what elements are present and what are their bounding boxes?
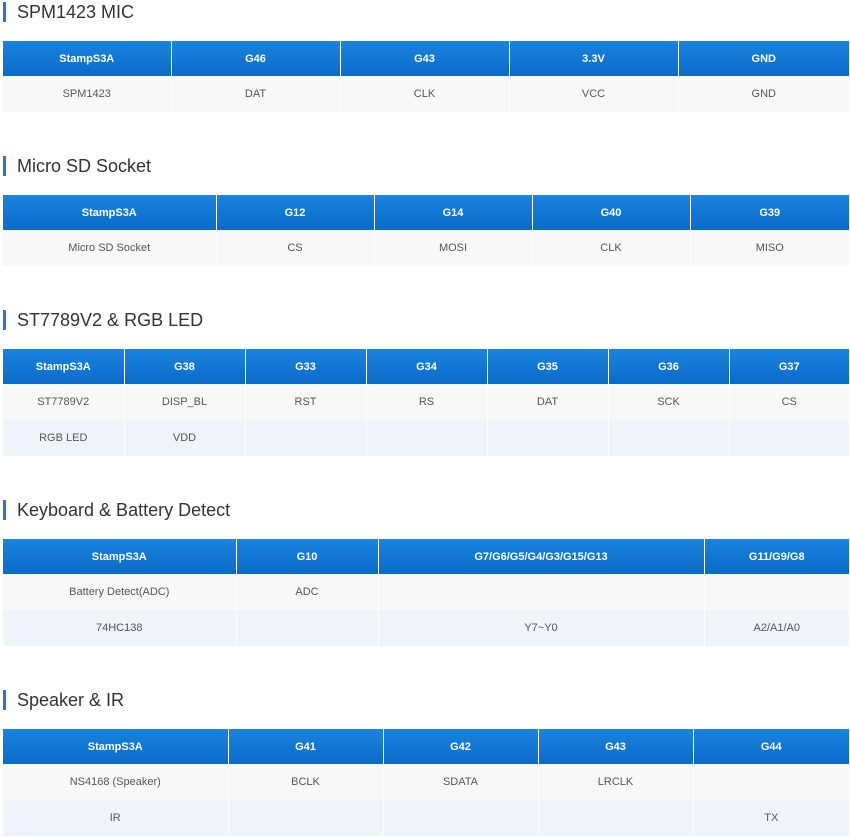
- table-header-cell: G43: [537, 729, 693, 764]
- table-cell: [382, 800, 538, 836]
- table-header-cell: StampS3A: [3, 539, 236, 574]
- table-cell: RST: [244, 384, 366, 420]
- table-row: 74HC138 Y7~Y0 A2/A1/A0: [3, 610, 849, 646]
- table-row: IR TX: [3, 800, 849, 836]
- table-header-cell: G7/G6/G5/G4/G3/G15/G13: [377, 539, 704, 574]
- table-cell: [235, 610, 378, 646]
- table-header-cell: StampS3A: [3, 349, 124, 384]
- table-row: Battery Detect(ADC) ADC: [3, 574, 849, 610]
- table-header-row: StampS3A G10 G7/G6/G5/G4/G3/G15/G13 G11/…: [3, 539, 849, 574]
- table-cell: Micro SD Socket: [3, 230, 216, 266]
- section-title: ST7789V2 & RGB LED: [3, 310, 203, 330]
- table-header-cell: 3.3V: [508, 41, 678, 76]
- table-header-cell: G44: [692, 729, 849, 764]
- table-header-cell: GND: [677, 41, 849, 76]
- table-header-cell: StampS3A: [3, 195, 216, 230]
- table-cell: DISP_BL: [123, 384, 245, 420]
- table-cell: RS: [365, 384, 487, 420]
- table-cell: MISO: [689, 230, 849, 266]
- table-cell: Y7~Y0: [377, 610, 704, 646]
- table-header-cell: G42: [382, 729, 538, 764]
- table-cell: BCLK: [227, 764, 383, 800]
- table-cell: VCC: [508, 76, 678, 112]
- table-row: RGB LED VDD: [3, 420, 849, 456]
- table-header-cell: G10: [235, 539, 378, 574]
- section-title: Speaker & IR: [3, 690, 124, 710]
- table-cell: LRCLK: [537, 764, 693, 800]
- table-cell: [365, 420, 487, 456]
- section-title: Keyboard & Battery Detect: [3, 500, 230, 520]
- pin-table: StampS3A G41 G42 G43 G44 NS4168 (Speaker…: [3, 729, 849, 836]
- table-cell: [244, 420, 366, 456]
- table-header-row: StampS3A G46 G43 3.3V GND: [3, 41, 849, 76]
- table-cell: GND: [677, 76, 849, 112]
- table-row: SPM1423 DAT CLK VCC GND: [3, 76, 849, 112]
- table-cell: SDATA: [382, 764, 538, 800]
- table-header-cell: G35: [486, 349, 608, 384]
- table-row: Micro SD Socket CS MOSI CLK MISO: [3, 230, 849, 266]
- table-cell: [607, 420, 729, 456]
- table-header-cell: G14: [373, 195, 532, 230]
- table-cell: [377, 574, 704, 610]
- table-cell: IR: [3, 800, 228, 836]
- table-cell: CS: [728, 384, 849, 420]
- table-header-cell: StampS3A: [3, 41, 171, 76]
- table-row: NS4168 (Speaker) BCLK SDATA LRCLK: [3, 764, 849, 800]
- table-cell: 74HC138: [3, 610, 236, 646]
- table-row: ST7789V2 DISP_BL RST RS DAT SCK CS: [3, 384, 849, 420]
- section-title: Micro SD Socket: [3, 156, 151, 176]
- table-header-cell: G34: [365, 349, 487, 384]
- table-cell: RGB LED: [3, 420, 124, 456]
- section-title: SPM1423 MIC: [3, 2, 134, 22]
- table-header-row: StampS3A G12 G14 G40 G39: [3, 195, 849, 230]
- table-header-cell: G39: [689, 195, 849, 230]
- table-cell: CLK: [531, 230, 690, 266]
- table-cell: NS4168 (Speaker): [3, 764, 228, 800]
- table-header-cell: G36: [607, 349, 729, 384]
- table-header-cell: G11/G9/G8: [703, 539, 849, 574]
- table-cell: MOSI: [373, 230, 532, 266]
- table-cell: ADC: [235, 574, 378, 610]
- table-header-cell: G46: [170, 41, 340, 76]
- table-cell: CLK: [339, 76, 509, 112]
- table-cell: [227, 800, 383, 836]
- table-header-cell: G38: [123, 349, 245, 384]
- table-header-row: StampS3A G41 G42 G43 G44: [3, 729, 849, 764]
- table-cell: SPM1423: [3, 76, 171, 112]
- table-cell: TX: [692, 800, 849, 836]
- table-cell: [728, 420, 849, 456]
- table-cell: DAT: [170, 76, 340, 112]
- table-header-row: StampS3A G38 G33 G34 G35 G36 G37: [3, 349, 849, 384]
- table-cell: CS: [215, 230, 374, 266]
- table-cell: [703, 574, 849, 610]
- pin-table: StampS3A G46 G43 3.3V GND SPM1423 DAT CL…: [3, 41, 849, 112]
- table-cell: [486, 420, 608, 456]
- table-cell: [537, 800, 693, 836]
- table-header-cell: G37: [728, 349, 849, 384]
- table-header-cell: G33: [244, 349, 366, 384]
- table-header-cell: StampS3A: [3, 729, 228, 764]
- table-cell: SCK: [607, 384, 729, 420]
- table-cell: [692, 764, 849, 800]
- table-cell: A2/A1/A0: [703, 610, 849, 646]
- table-cell: DAT: [486, 384, 608, 420]
- table-header-cell: G43: [339, 41, 509, 76]
- table-header-cell: G12: [215, 195, 374, 230]
- pin-table: StampS3A G12 G14 G40 G39 Micro SD Socket…: [3, 195, 849, 266]
- table-header-cell: G40: [531, 195, 690, 230]
- table-cell: Battery Detect(ADC): [3, 574, 236, 610]
- table-header-cell: G41: [227, 729, 383, 764]
- table-cell: VDD: [123, 420, 245, 456]
- pin-table: StampS3A G10 G7/G6/G5/G4/G3/G15/G13 G11/…: [3, 539, 849, 646]
- pin-table: StampS3A G38 G33 G34 G35 G36 G37 ST7789V…: [3, 349, 849, 456]
- table-cell: ST7789V2: [3, 384, 124, 420]
